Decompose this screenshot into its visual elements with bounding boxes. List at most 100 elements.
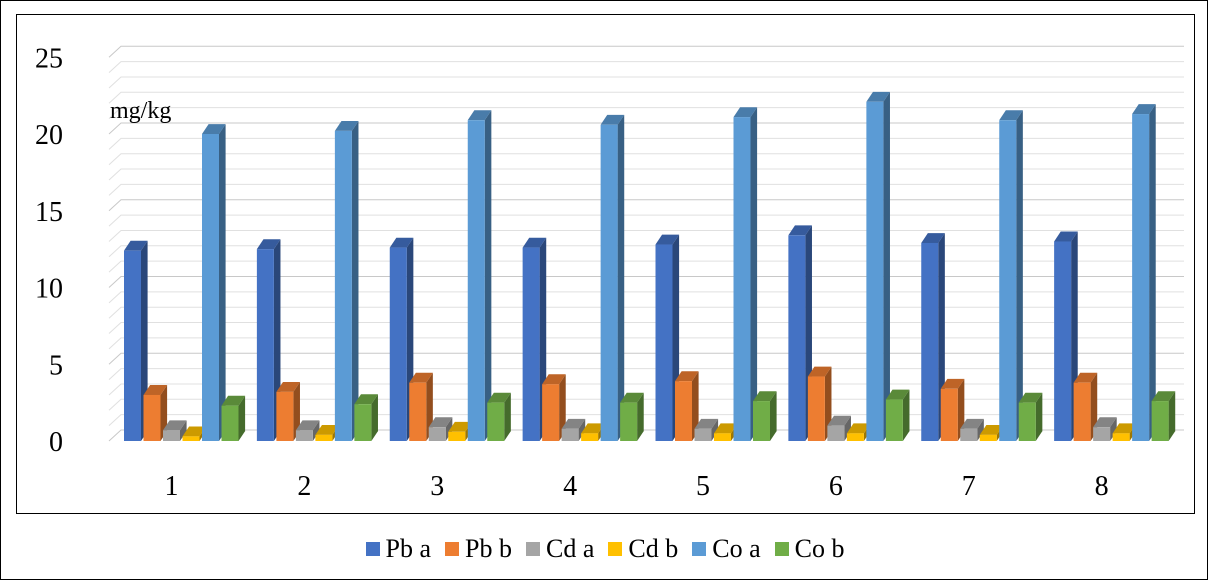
unit-label: mg/kg xyxy=(110,98,171,124)
bar xyxy=(542,374,566,441)
legend-label: Cd b xyxy=(628,534,679,563)
gridline xyxy=(108,322,1184,334)
bar-group xyxy=(389,110,511,441)
legend-label: Pb b xyxy=(465,534,512,563)
y-axis-tick-labels: 0 5 10 15 20 25 xyxy=(35,43,63,458)
gridline xyxy=(108,306,1184,319)
legend-label: Co b xyxy=(794,534,845,563)
bar xyxy=(409,372,433,441)
gridline xyxy=(108,352,1184,365)
bar xyxy=(124,240,148,441)
legend-swatch xyxy=(526,542,540,556)
legend-label: Co a xyxy=(712,534,761,563)
legend-swatch xyxy=(692,542,707,556)
x-tick-label: 5 xyxy=(696,471,710,502)
legend-item: Pb a xyxy=(365,534,432,564)
bar xyxy=(295,420,320,441)
gridline xyxy=(108,214,1184,227)
plot-area: 0 5 10 15 20 25 mg/kg 1 2 3 4 5 6 7 8 xyxy=(16,14,1195,514)
grid-lines xyxy=(108,45,1184,442)
x-axis-tick-labels: 1 2 3 4 5 6 7 8 xyxy=(164,471,1108,502)
bar xyxy=(202,124,226,441)
y-tick-label: 25 xyxy=(35,43,63,74)
bar xyxy=(256,239,281,441)
x-tick-label: 8 xyxy=(1095,471,1109,502)
bar xyxy=(694,418,719,441)
bar xyxy=(428,417,453,441)
legend-swatch xyxy=(445,542,460,556)
legend-swatch xyxy=(365,542,380,556)
bar xyxy=(620,392,644,441)
legend: Pb a Pb b Cd a Cd b Co a Co b xyxy=(1,527,1208,571)
bar-group xyxy=(522,114,644,441)
gridline xyxy=(108,337,1184,350)
gridline xyxy=(108,199,1184,212)
y-tick-label: 5 xyxy=(49,350,63,381)
gridline xyxy=(108,260,1184,273)
bar xyxy=(1132,104,1156,442)
gridline xyxy=(108,183,1184,196)
x-tick-label: 2 xyxy=(297,471,311,502)
gridline xyxy=(108,245,1184,258)
gridline xyxy=(108,137,1184,150)
bar xyxy=(1151,391,1176,441)
gridline xyxy=(108,76,1184,89)
gridline xyxy=(108,61,1184,73)
legend-swatch xyxy=(608,542,623,556)
x-tick-label: 7 xyxy=(962,471,976,502)
legend-label: Cd a xyxy=(546,534,595,563)
gridline xyxy=(108,45,1184,58)
gridline xyxy=(108,107,1184,120)
bar xyxy=(999,110,1023,441)
gridline xyxy=(108,91,1184,104)
bar xyxy=(276,381,300,441)
bar xyxy=(788,225,812,441)
y-tick-label: 10 xyxy=(35,274,63,305)
bar xyxy=(1093,417,1117,441)
bar xyxy=(960,418,984,441)
bar xyxy=(827,415,851,441)
x-tick-label: 4 xyxy=(563,471,577,502)
bar xyxy=(1018,392,1043,441)
bar-group xyxy=(1054,104,1176,442)
gridline xyxy=(108,153,1184,166)
legend-item: Co a xyxy=(692,534,761,564)
bar xyxy=(487,392,511,441)
y-tick-label: 20 xyxy=(35,120,63,151)
gridline xyxy=(108,291,1184,304)
bar-group xyxy=(921,110,1043,441)
bar xyxy=(600,114,625,441)
bar xyxy=(221,395,246,441)
bar xyxy=(467,110,492,441)
gridline xyxy=(108,229,1184,242)
x-tick-label: 6 xyxy=(829,471,843,502)
bars xyxy=(124,91,1176,442)
gridline xyxy=(108,168,1184,181)
gridline xyxy=(108,276,1184,288)
bar xyxy=(885,389,910,441)
legend-item: Co b xyxy=(774,534,845,564)
bar xyxy=(163,420,187,441)
legend-item: Cd a xyxy=(526,534,594,564)
bar xyxy=(807,366,832,441)
bar-group xyxy=(256,121,378,441)
bar-group xyxy=(124,124,246,441)
bar xyxy=(753,391,777,441)
legend-item: Cd b xyxy=(608,534,678,564)
bar xyxy=(354,394,378,441)
y-tick-label: 15 xyxy=(35,197,63,228)
bar xyxy=(334,121,359,441)
y-tick-label: 0 xyxy=(49,427,63,458)
bar xyxy=(675,371,699,441)
gridline xyxy=(108,122,1184,135)
bar-group xyxy=(655,107,777,442)
bar-group xyxy=(788,91,910,442)
legend-label: Pb a xyxy=(385,534,432,563)
bar xyxy=(733,107,758,442)
x-tick-label: 3 xyxy=(430,471,444,502)
legend-item: Pb b xyxy=(445,534,512,564)
bar-chart: 0 5 10 15 20 25 mg/kg 1 2 3 4 5 6 7 8 xyxy=(35,43,1184,502)
x-tick-label: 1 xyxy=(164,471,178,502)
legend-swatch xyxy=(774,542,789,556)
